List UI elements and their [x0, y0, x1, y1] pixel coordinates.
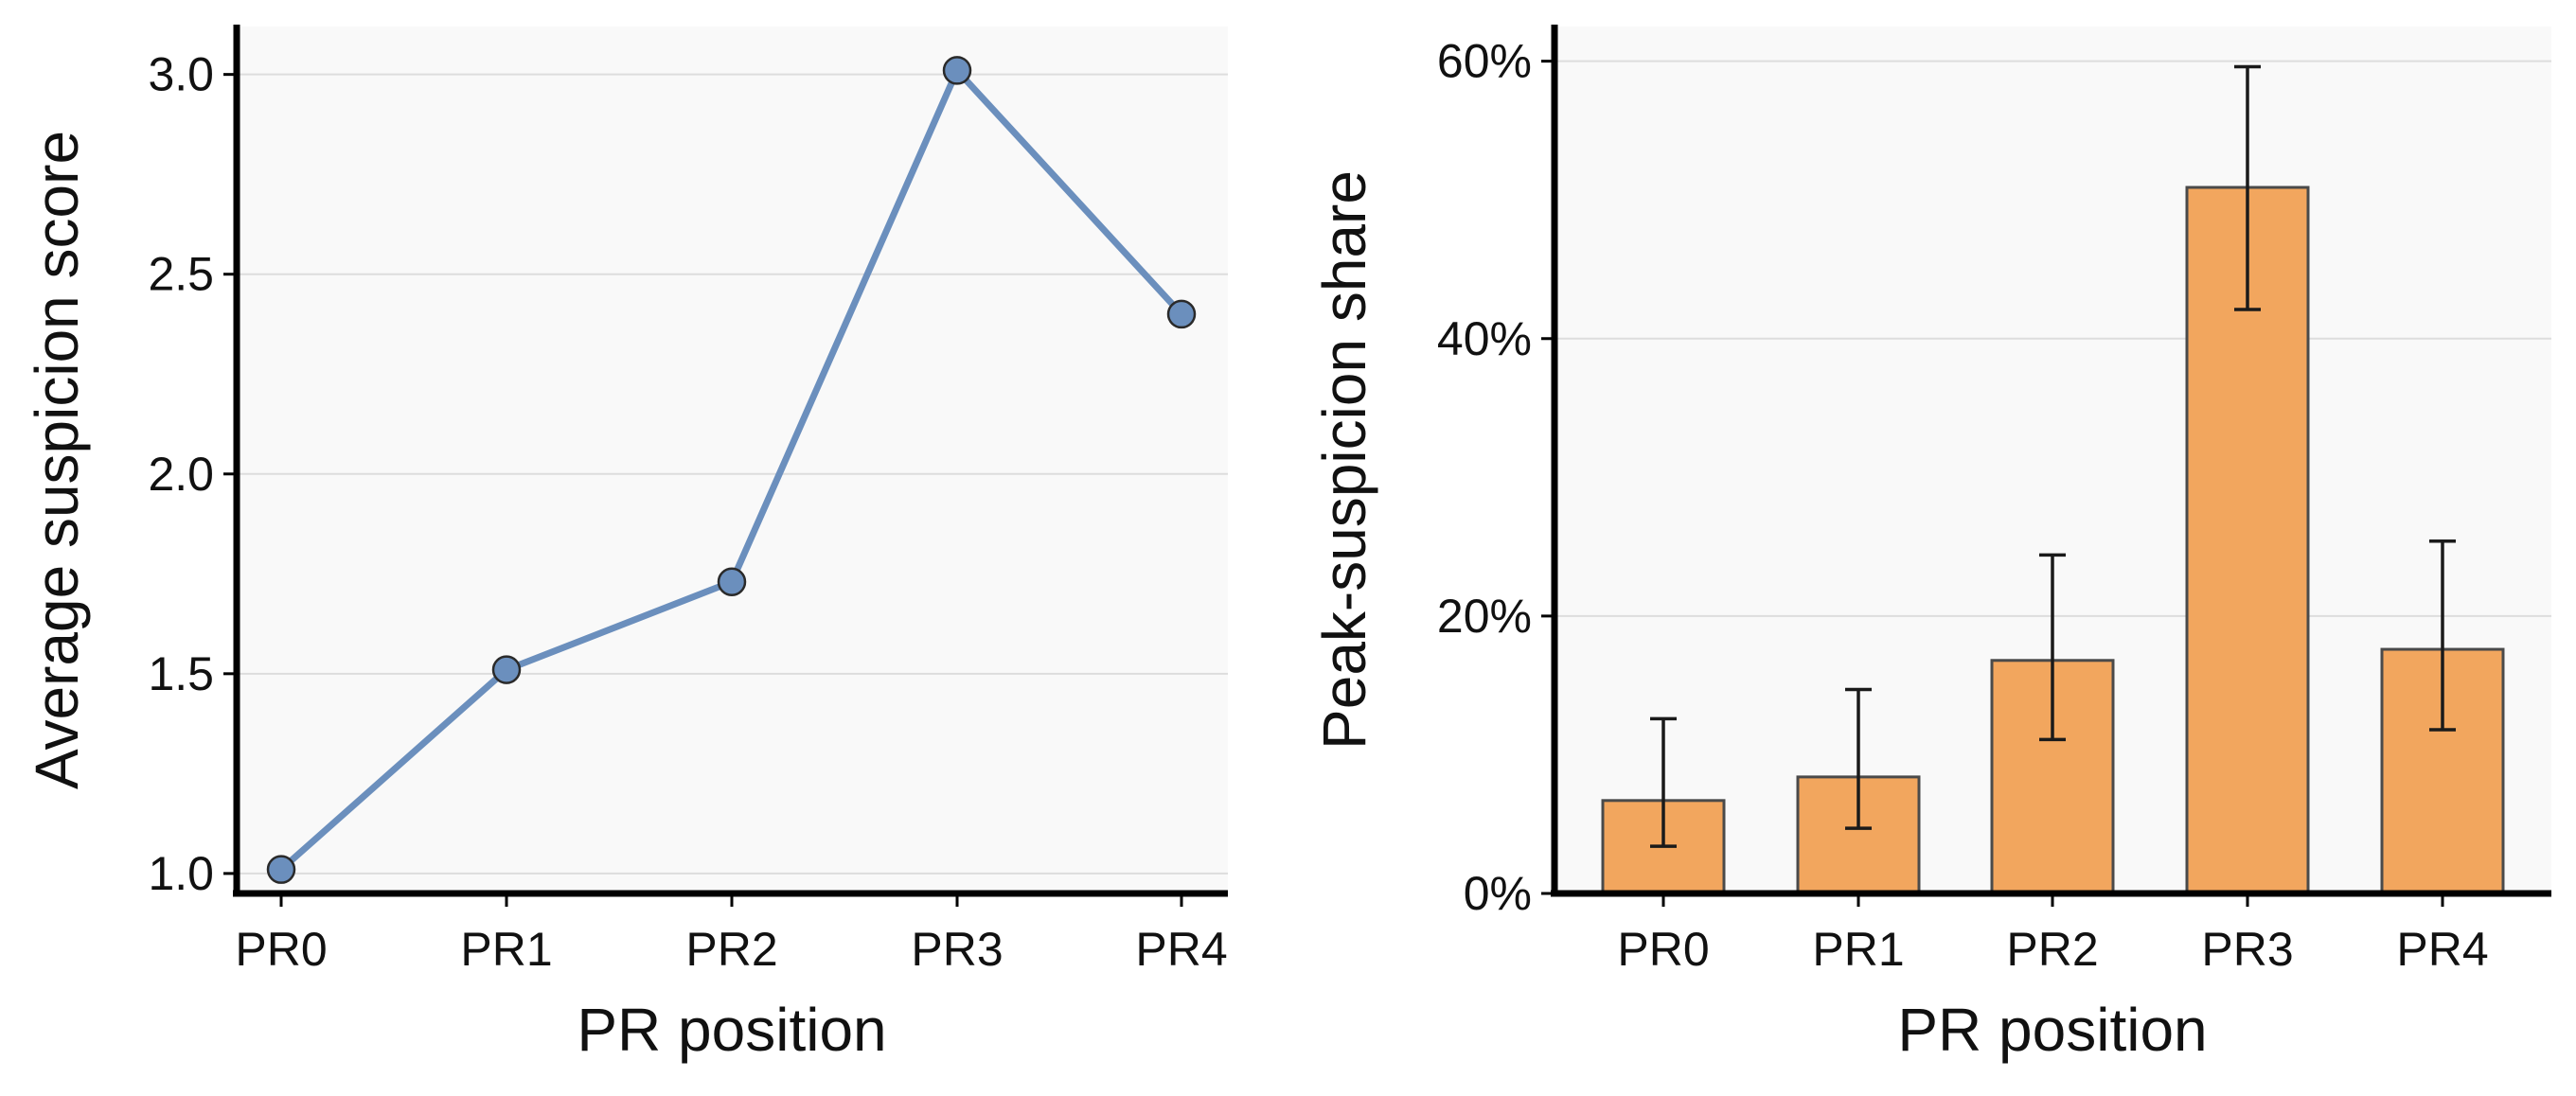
line-plot-area [237, 27, 1228, 893]
line-y-axis-title: Average suspicion score [23, 131, 91, 789]
bar-x-ticks: PR0 PR1 PR2 PR3 PR4 [1617, 893, 2489, 976]
line-x-ticks: PR0 PR1 PR2 PR3 PR4 [235, 893, 1228, 976]
line-grid [237, 73, 1228, 875]
line-x-tick-label: PR2 [685, 923, 777, 976]
bar-x-tick-label: PR3 [2201, 923, 2293, 976]
bar-x-axis-title: PR position [1897, 996, 2207, 1064]
line-point [942, 56, 972, 85]
bar-error-bars [1650, 64, 2456, 848]
line-x-tick-label: PR4 [1135, 923, 1227, 976]
line-x-tick-label: PR3 [911, 923, 1003, 976]
line-y-ticks: 1.0 1.5 2.0 2.5 3.0 [148, 48, 237, 900]
bar-y-tick-label: 40% [1437, 312, 1532, 365]
line-point [491, 655, 522, 684]
bar-y-ticks: 0% 20% 40% 60% [1437, 35, 1554, 920]
line-x-tick-label: PR1 [460, 923, 552, 976]
bar-x-tick-label: PR0 [1617, 923, 1709, 976]
line-y-tick-label: 1.5 [148, 647, 214, 700]
line-x-axis-title: PR position [577, 996, 886, 1064]
line-point [266, 855, 296, 884]
line-chart-panel: 1.0 1.5 2.0 2.5 3.0 PR0 PR1 PR2 PR3 PR4 PR posit… [23, 25, 1228, 1064]
line-y-tick-label: 2.0 [148, 448, 214, 501]
bar-y-axis-title: Peak-suspicion share [1310, 170, 1378, 750]
bar-y-tick-label: 0% [1464, 867, 1532, 920]
bar-y-tick-label: 20% [1437, 590, 1532, 643]
line-point [1166, 299, 1197, 329]
line-y-tick-label: 2.5 [148, 248, 214, 301]
bar-x-tick-label: PR4 [2396, 923, 2488, 976]
bar-x-tick-label: PR2 [2006, 923, 2098, 976]
bar-chart-panel: 0%20%40%60% PR0 PR1 PR2 PR3 PR4 PR position … [1310, 25, 2551, 1064]
line-y-tick-label: 1.0 [148, 847, 214, 900]
line-y-tick-label: 3.0 [148, 48, 214, 101]
bar-x-tick-label: PR1 [1812, 923, 1904, 976]
bar-y-tick-label: 60% [1437, 35, 1532, 88]
line-point [717, 567, 747, 596]
line-points [266, 56, 1197, 884]
line-x-tick-label: PR0 [235, 923, 327, 976]
